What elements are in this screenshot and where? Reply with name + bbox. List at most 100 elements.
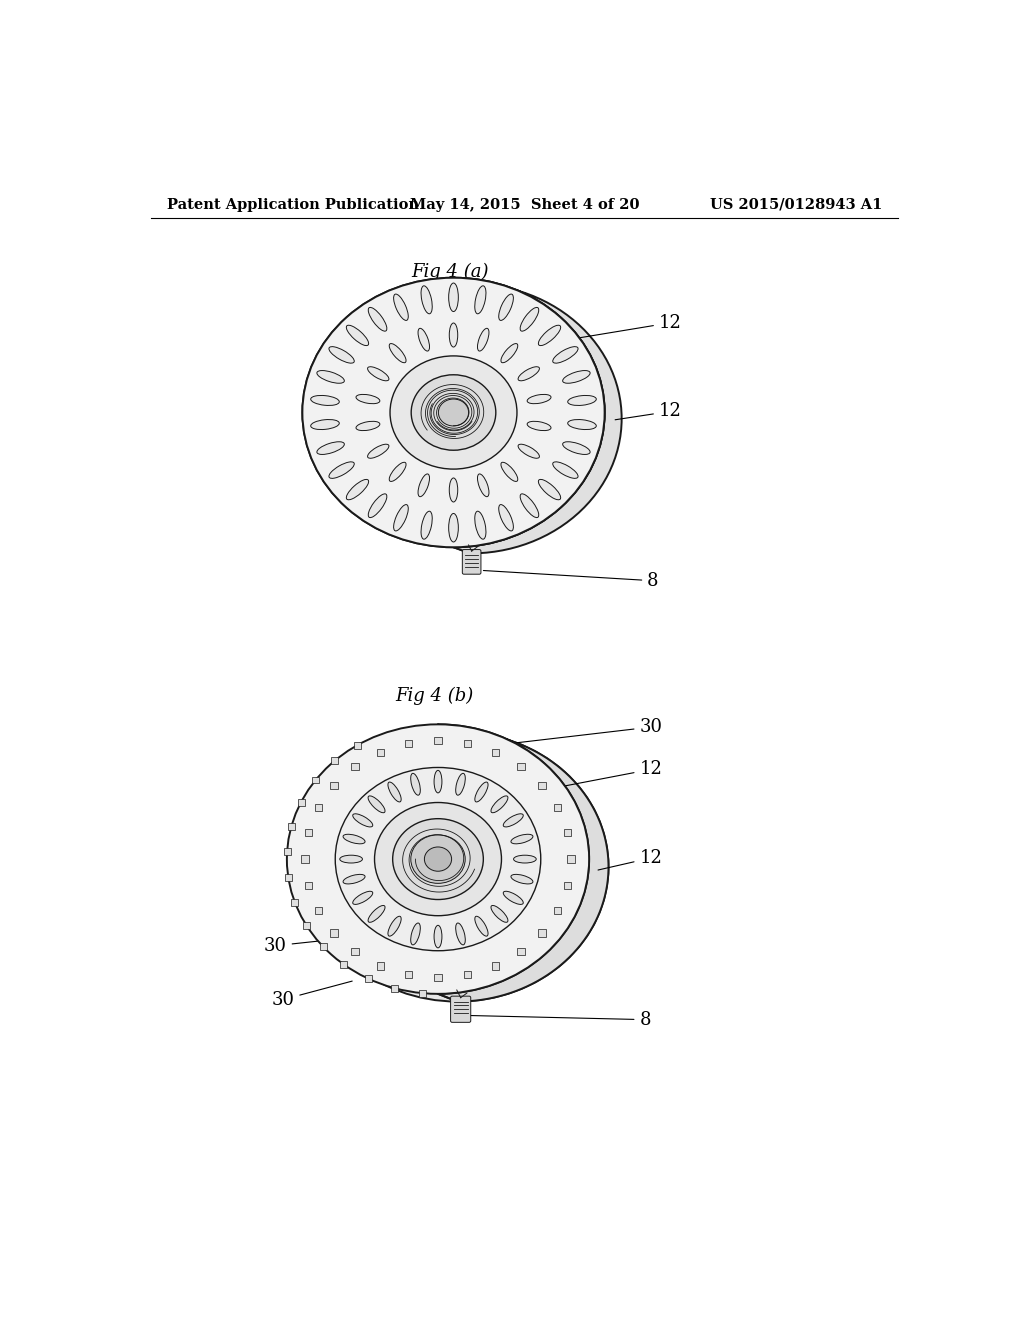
Bar <box>517 948 524 956</box>
Ellipse shape <box>390 356 517 469</box>
Ellipse shape <box>499 294 513 321</box>
Ellipse shape <box>424 847 452 871</box>
Ellipse shape <box>411 774 420 795</box>
Ellipse shape <box>449 513 459 543</box>
Ellipse shape <box>392 818 483 899</box>
Ellipse shape <box>518 445 540 458</box>
Ellipse shape <box>368 445 389 458</box>
Ellipse shape <box>356 421 380 430</box>
Ellipse shape <box>352 814 373 826</box>
Bar <box>377 962 384 970</box>
Bar <box>539 929 546 937</box>
Ellipse shape <box>518 367 540 380</box>
Text: 30: 30 <box>479 718 663 747</box>
Ellipse shape <box>388 916 401 936</box>
Ellipse shape <box>553 347 579 363</box>
Ellipse shape <box>356 395 380 404</box>
Ellipse shape <box>369 494 387 517</box>
Bar <box>340 961 347 968</box>
Text: Patent Application Publication: Patent Application Publication <box>167 198 419 211</box>
Text: 30: 30 <box>271 981 352 1008</box>
Ellipse shape <box>418 474 429 496</box>
Ellipse shape <box>418 329 429 351</box>
Bar <box>464 741 471 747</box>
Bar <box>285 874 292 880</box>
Ellipse shape <box>421 286 432 314</box>
Ellipse shape <box>449 282 459 312</box>
Text: Fig 4 (b): Fig 4 (b) <box>395 686 473 705</box>
Ellipse shape <box>302 277 604 548</box>
Ellipse shape <box>562 442 590 454</box>
Bar <box>420 990 426 997</box>
Bar <box>404 972 412 978</box>
Ellipse shape <box>520 494 539 517</box>
Bar <box>493 748 500 756</box>
Bar <box>564 882 571 890</box>
Polygon shape <box>454 277 622 553</box>
Bar <box>517 763 524 770</box>
Text: 12: 12 <box>487 760 663 801</box>
FancyBboxPatch shape <box>462 549 481 574</box>
Bar <box>305 882 312 890</box>
Ellipse shape <box>346 479 369 500</box>
Bar <box>351 948 358 956</box>
Bar <box>298 799 304 805</box>
Bar <box>434 974 441 981</box>
Bar <box>564 829 571 837</box>
Ellipse shape <box>352 891 373 904</box>
Ellipse shape <box>490 796 508 813</box>
Ellipse shape <box>368 906 385 923</box>
Ellipse shape <box>553 462 579 478</box>
Bar <box>493 962 500 970</box>
Ellipse shape <box>511 874 532 884</box>
Text: 12: 12 <box>503 314 682 350</box>
Ellipse shape <box>456 774 465 795</box>
Ellipse shape <box>287 725 589 994</box>
Ellipse shape <box>306 733 608 1002</box>
Bar <box>312 776 319 784</box>
Bar <box>301 855 308 863</box>
Bar <box>331 781 338 789</box>
Ellipse shape <box>411 834 465 883</box>
Ellipse shape <box>434 925 442 948</box>
Ellipse shape <box>456 923 465 945</box>
Ellipse shape <box>310 396 339 405</box>
Ellipse shape <box>389 462 407 482</box>
Ellipse shape <box>411 923 420 945</box>
Bar <box>377 748 384 756</box>
Ellipse shape <box>567 396 596 405</box>
Ellipse shape <box>499 504 513 531</box>
Text: 30: 30 <box>263 937 327 954</box>
Ellipse shape <box>329 347 354 363</box>
Ellipse shape <box>511 834 532 843</box>
Bar <box>554 907 561 915</box>
Bar <box>391 985 398 991</box>
Ellipse shape <box>539 479 561 500</box>
Ellipse shape <box>527 421 551 430</box>
Ellipse shape <box>501 462 518 482</box>
Ellipse shape <box>434 771 442 793</box>
Bar <box>404 741 412 747</box>
Ellipse shape <box>340 855 362 863</box>
Ellipse shape <box>438 399 469 426</box>
Ellipse shape <box>450 323 458 347</box>
Ellipse shape <box>316 371 344 383</box>
Ellipse shape <box>567 420 596 429</box>
Text: 12: 12 <box>615 403 682 420</box>
Ellipse shape <box>375 803 502 916</box>
FancyBboxPatch shape <box>451 997 471 1022</box>
Bar <box>305 829 312 837</box>
Ellipse shape <box>368 796 385 813</box>
Ellipse shape <box>477 329 488 351</box>
Ellipse shape <box>389 343 407 363</box>
Ellipse shape <box>335 767 541 950</box>
Text: 8: 8 <box>468 1011 651 1028</box>
Bar <box>539 781 546 789</box>
Text: 8: 8 <box>483 570 658 590</box>
Bar <box>288 822 295 830</box>
Text: 12: 12 <box>598 849 663 870</box>
Ellipse shape <box>475 286 486 314</box>
Ellipse shape <box>520 308 539 331</box>
Ellipse shape <box>343 874 366 884</box>
Ellipse shape <box>539 325 561 346</box>
